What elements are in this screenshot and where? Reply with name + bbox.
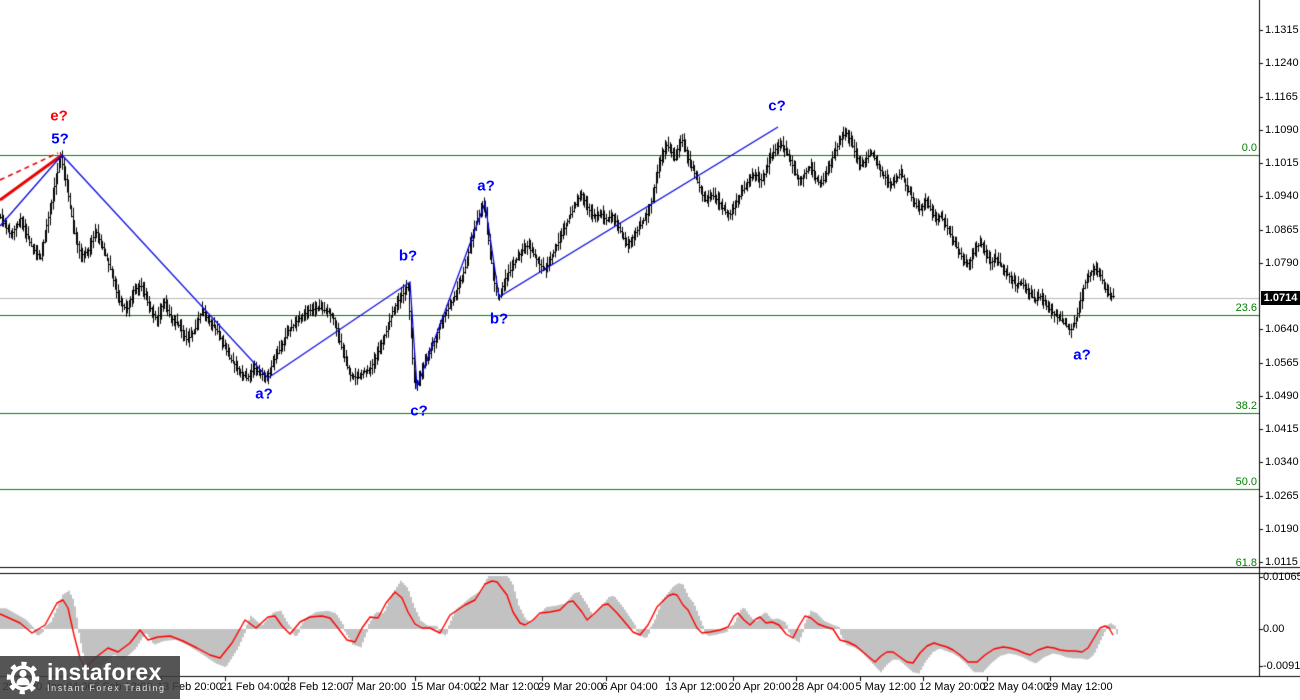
brand-name: instaforex <box>47 659 162 685</box>
instaforex-logo-text: instaforex Instant Forex Trading <box>47 659 166 694</box>
current-price-box: 1.0714 <box>1261 291 1300 305</box>
instaforex-gear-icon <box>6 661 40 694</box>
instaforex-watermark: instaforex Instant Forex Trading <box>0 656 180 699</box>
brand-tagline: Instant Forex Trading <box>47 683 166 693</box>
